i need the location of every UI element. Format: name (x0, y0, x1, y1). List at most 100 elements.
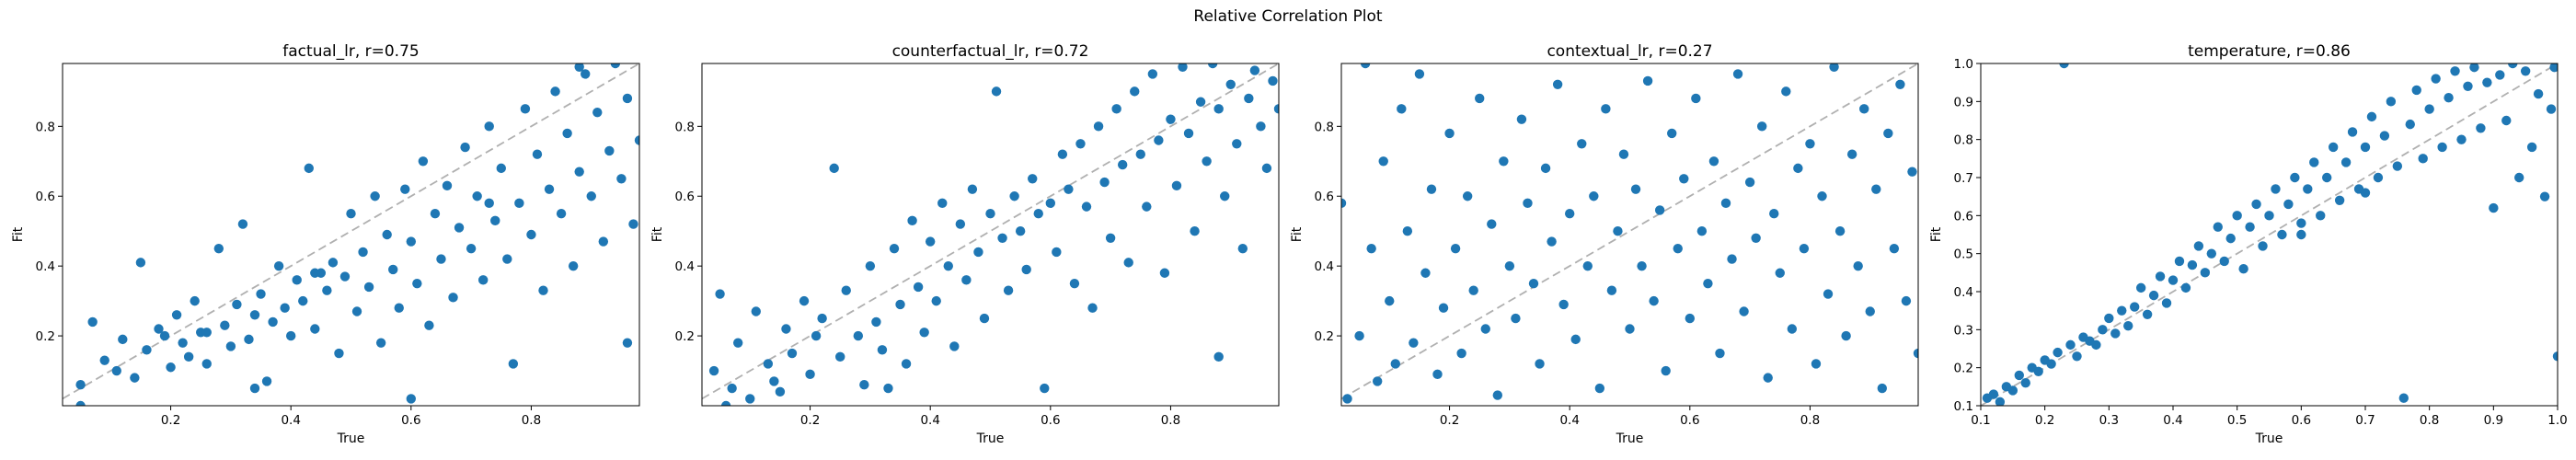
scatter-point (1853, 260, 1863, 271)
scatter-point (805, 369, 815, 380)
scatter-point (484, 198, 494, 209)
scatter-point (2501, 115, 2512, 126)
scatter-point (1360, 63, 1371, 69)
scatter-point (1420, 268, 1431, 278)
subplot-title: temperature, r=0.86 (2188, 42, 2351, 61)
scatter-point (1805, 139, 1815, 149)
scatter-point (166, 362, 176, 373)
scatter-point (1516, 114, 1527, 124)
identity-line (1341, 63, 1918, 400)
scatter-point (1988, 389, 1999, 399)
scatter-point (2296, 229, 2306, 240)
scatter-point (598, 236, 609, 247)
scatter-point (2033, 366, 2043, 376)
scatter-point (769, 376, 779, 386)
scatter-point (135, 258, 146, 268)
scatter-point (2161, 298, 2172, 308)
scatter-point (1232, 139, 1242, 149)
scatter-point (1166, 114, 1176, 124)
y-axis-label: Fit (1929, 226, 1944, 242)
scatter-point (2379, 131, 2390, 141)
scatter-point (375, 338, 386, 348)
scatter-point (1720, 198, 1731, 209)
scatter-point (2431, 74, 2441, 84)
scatter-point (1691, 93, 1701, 104)
scatter-point (1117, 159, 1128, 170)
scatter-point (727, 383, 737, 394)
scatter-point (1159, 268, 1170, 278)
y-tick-label: 0.9 (1954, 95, 1973, 109)
scatter-point (388, 264, 398, 275)
scatter-point (328, 258, 339, 268)
scatter-point (1715, 348, 1725, 359)
x-tick-label: 0.8 (522, 413, 541, 428)
scatter-point (2347, 127, 2358, 137)
x-tick-label: 0.2 (161, 413, 180, 428)
scatter-point (454, 223, 465, 233)
scatter-point (1793, 163, 1803, 174)
scatter-point (781, 324, 791, 334)
scatter-point (1732, 69, 1743, 79)
scatter-point (159, 330, 170, 341)
scatter-point (604, 145, 615, 156)
scatter-point (1432, 369, 1443, 380)
scatter-point (1040, 383, 1050, 394)
scatter-point (979, 313, 990, 324)
scatter-point (382, 229, 392, 240)
scatter-point (985, 209, 995, 219)
scatter-point (1111, 104, 1121, 114)
axes-frame (701, 63, 1280, 407)
y-tick-label: 0.4 (36, 259, 55, 274)
scatter-point (448, 293, 458, 303)
scatter-point (1195, 97, 1206, 107)
scatter-point (955, 219, 966, 229)
scatter-points (708, 63, 1279, 406)
scatter-point (829, 163, 839, 174)
scatter-point (2444, 93, 2454, 103)
scatter-point (75, 380, 86, 390)
scatter-point (201, 328, 212, 338)
y-tick-label: 0.4 (675, 259, 695, 274)
scatter-point (1708, 156, 1719, 167)
scatter-point (261, 376, 272, 386)
scatter-point (2238, 264, 2248, 274)
scatter-point (2495, 70, 2505, 80)
scatter-point (418, 156, 429, 167)
x-axis-label: True (976, 431, 1005, 446)
scatter-point (1273, 104, 1279, 114)
scatter-point (2476, 123, 2486, 133)
scatter-point (2424, 104, 2434, 114)
subplot-3: 0.2 0.4 0.6 0.8 0.2 0.4 0.6 0.8 contextual_lr, r… (1290, 42, 1919, 446)
subplot-2: 0.2 0.4 0.6 0.8 0.2 0.4 0.6 0.8 counterfactual_l… (650, 42, 1280, 446)
scatter-point (865, 260, 876, 271)
scatter-point (2007, 385, 2018, 396)
scatter-point (2155, 271, 2166, 282)
scatter-points (75, 63, 639, 406)
x-tick-label: 0.6 (401, 413, 420, 428)
scatter-point (2110, 328, 2121, 339)
scatter-point (178, 338, 188, 348)
scatter-point (2206, 248, 2216, 259)
scatter-point (745, 394, 755, 404)
scatter-point (99, 355, 109, 365)
scatter-point (1256, 121, 1266, 132)
scatter-point (346, 209, 356, 219)
scatter-point (1763, 373, 1773, 383)
scatter-points (1341, 63, 1918, 404)
scatter-point (201, 359, 212, 369)
scatter-point (2290, 172, 2300, 183)
scatter-point (225, 341, 236, 351)
scatter-point (75, 400, 86, 406)
scatter-point (1570, 334, 1581, 345)
scatter-point (1823, 289, 1834, 299)
x-tick-label: 0.9 (2484, 413, 2503, 428)
scatter-point (1341, 198, 1347, 209)
scatter-point (406, 394, 417, 404)
scatter-point (2072, 351, 2082, 362)
x-axis-label: True (1616, 431, 1644, 446)
scatter-point (2411, 85, 2421, 96)
scatter-point (1378, 156, 1388, 167)
scatter-point (2463, 81, 2473, 92)
scatter-point (442, 180, 453, 191)
